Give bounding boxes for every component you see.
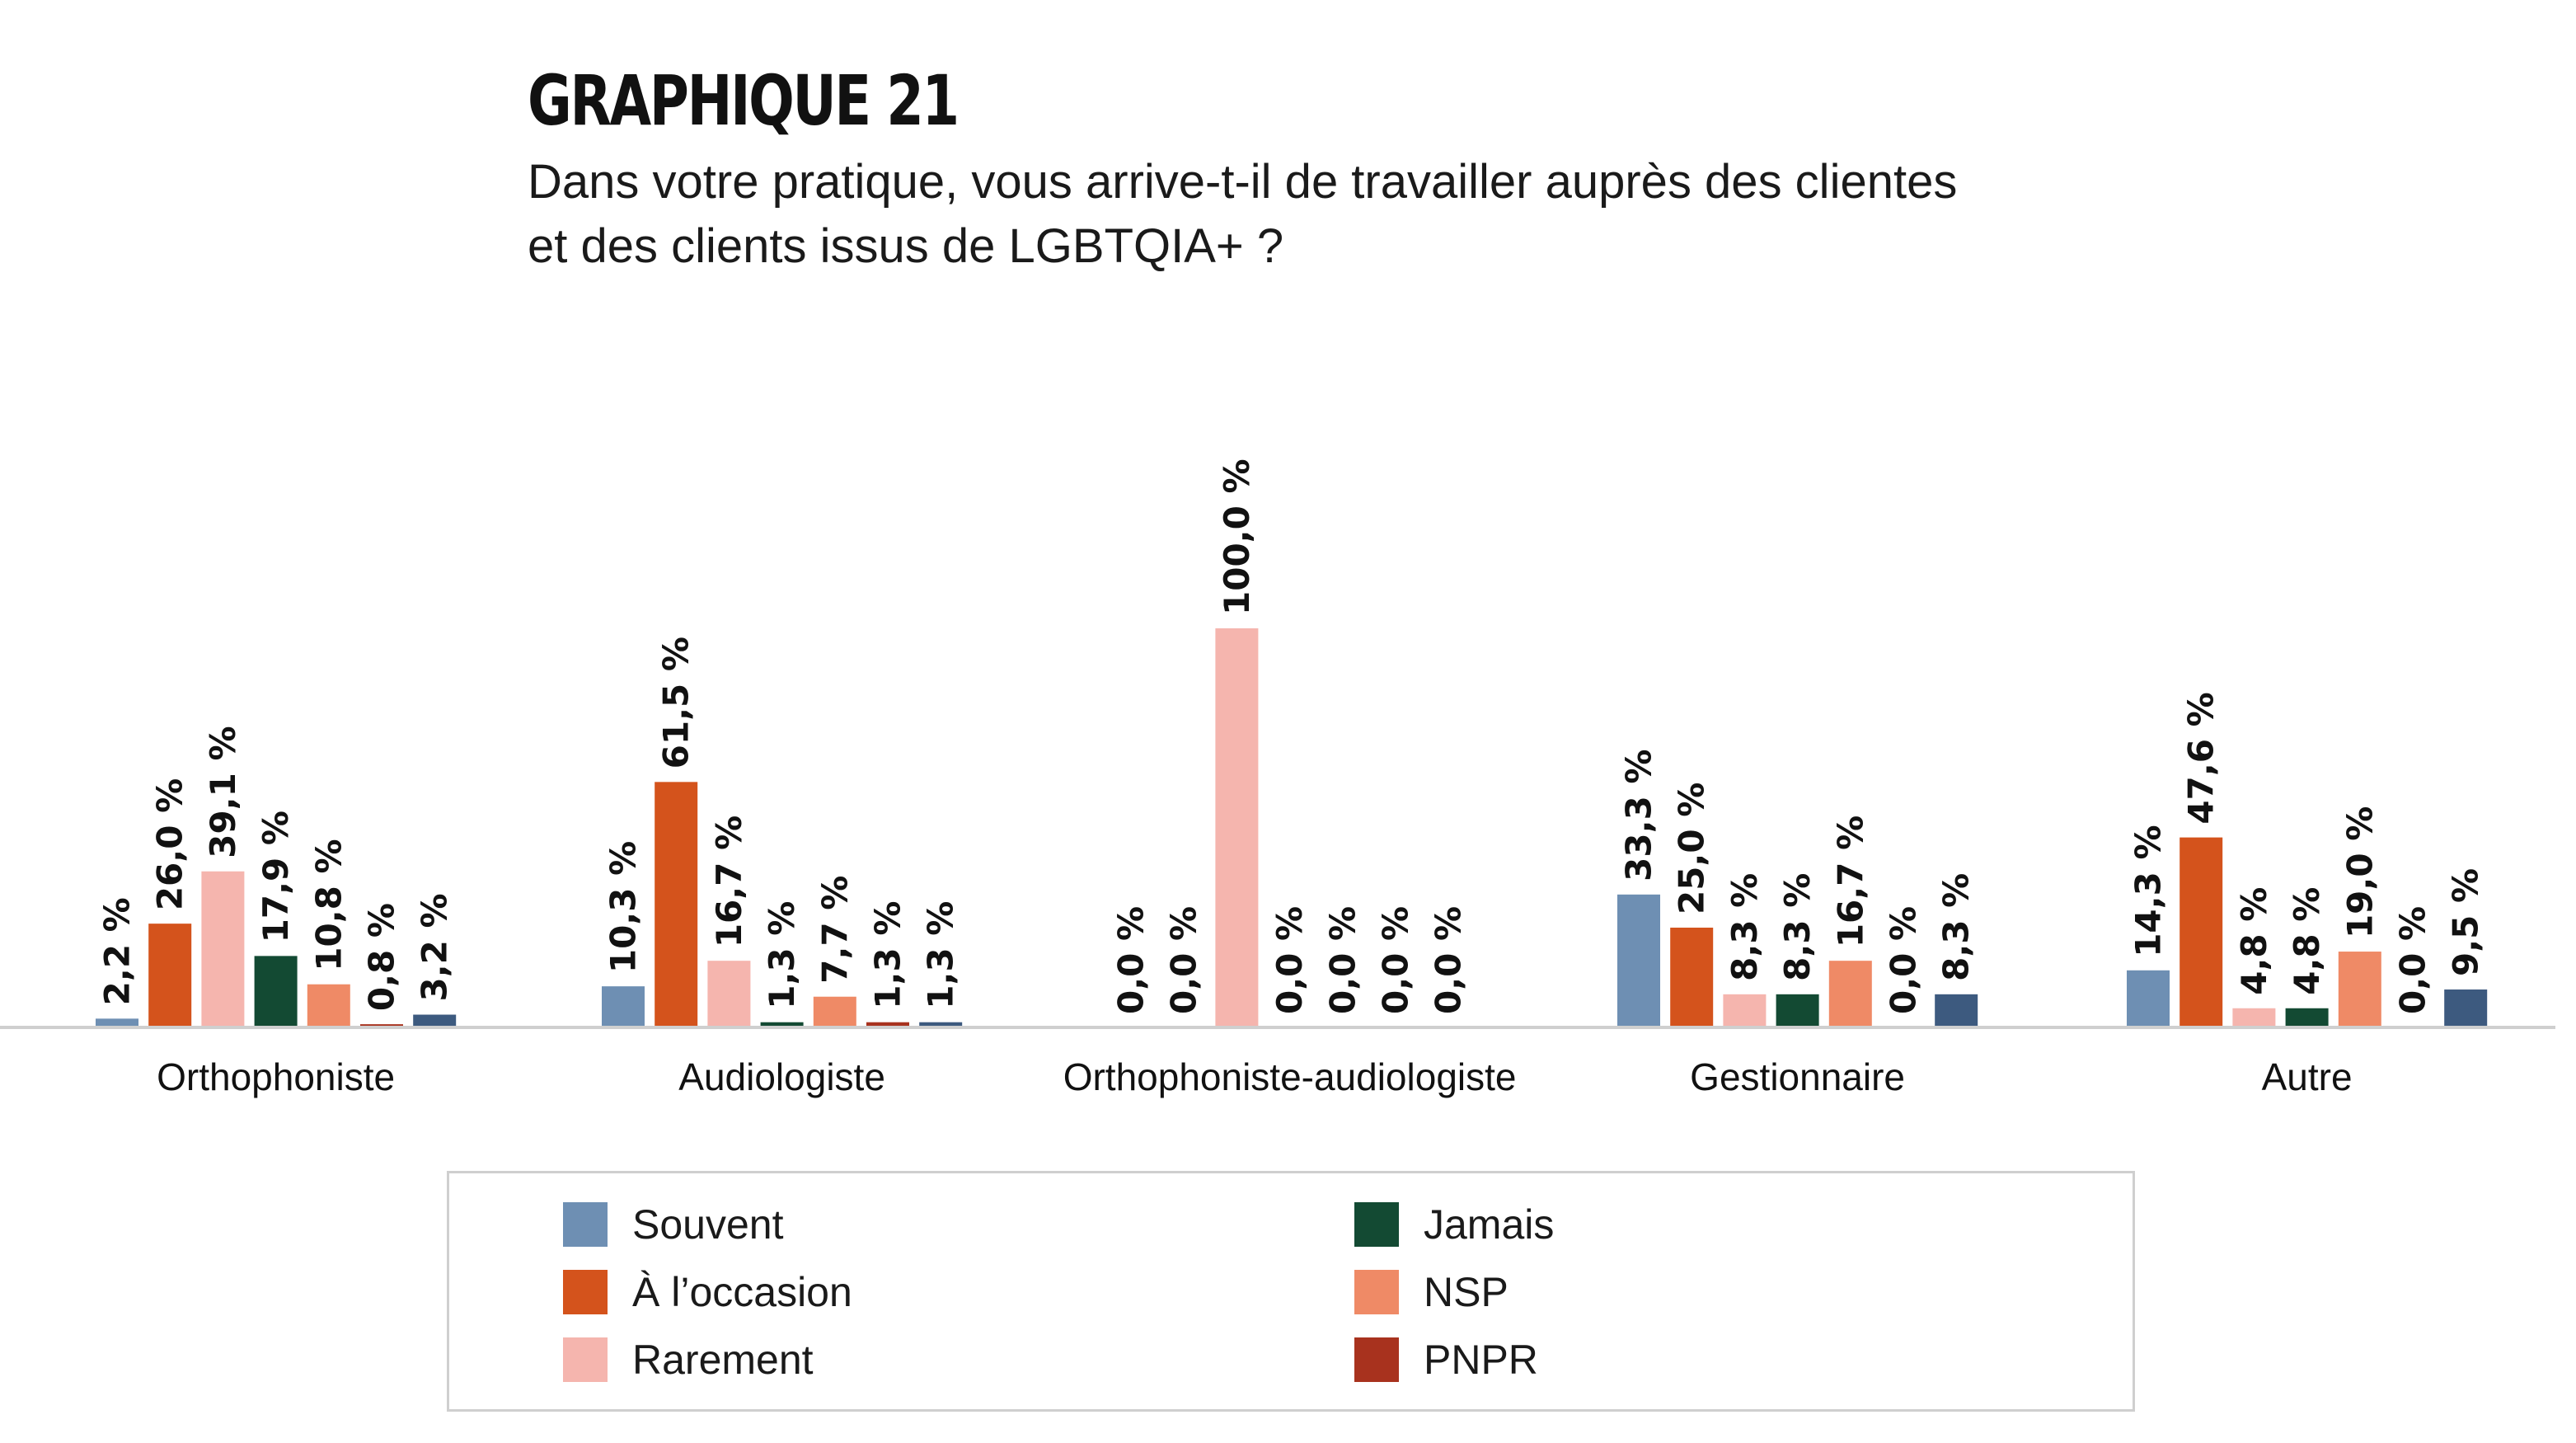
legend-item-jamais: Jamais	[1354, 1200, 1554, 1249]
bar-souvent	[96, 1018, 138, 1027]
bar-jamais	[2285, 1008, 2329, 1027]
bar-a-l-occasion	[148, 924, 192, 1027]
value-label: 0,0 %	[1111, 906, 1152, 1014]
value-label: 3,2 %	[415, 893, 455, 1001]
value-label: 4,8 %	[2234, 887, 2274, 995]
value-label: 16,7 %	[709, 816, 749, 947]
value-label: 0,0 %	[1164, 906, 1204, 1014]
category-label-group: Orthophoniste Audiologiste Orthophoniste-a…	[157, 1055, 2352, 1098]
bar-nsp	[2338, 952, 2381, 1027]
legend-swatch-jamais	[1354, 1202, 1399, 1247]
value-label: 0,0 %	[1884, 906, 1924, 1014]
bar-rarement	[1215, 628, 1259, 1027]
value-label: 33,3 %	[1619, 749, 1659, 881]
legend-item-souvent: Souvent	[563, 1200, 783, 1249]
legend-label: Jamais	[1424, 1201, 1555, 1248]
bar-group	[96, 628, 2488, 1027]
bar-souvent	[602, 986, 645, 1027]
legend-item-rarement: Rarement	[563, 1335, 814, 1384]
legend-swatch-nsp	[1354, 1270, 1399, 1314]
value-label: 1,3 %	[921, 901, 961, 1009]
bar-souvent	[1617, 894, 1660, 1027]
bar-jamais	[1776, 994, 1819, 1027]
value-label: 2,2 %	[97, 897, 138, 1005]
value-label: 10,8 %	[308, 839, 349, 971]
value-label: 0,0 %	[1376, 906, 1416, 1014]
value-label: 26,0 %	[150, 778, 190, 910]
legend-label: NSP	[1424, 1269, 1509, 1315]
value-label: 4,8 %	[2287, 887, 2327, 995]
value-label: 47,6 %	[2181, 692, 2222, 824]
bar-jamais	[760, 1022, 804, 1027]
value-label: 7,7 %	[814, 876, 855, 984]
chart-subtitle: Dans votre pratique, vous arrive-t-il de…	[528, 155, 1958, 273]
value-label: 10,3 %	[603, 841, 644, 973]
value-label: 14,3 %	[2128, 825, 2169, 957]
value-label: 9,5 %	[2446, 868, 2486, 976]
legend-label: Rarement	[632, 1337, 814, 1383]
category-label: Autre	[2262, 1055, 2353, 1098]
legend-swatch-occasion	[563, 1270, 608, 1314]
value-label: 61,5 %	[656, 637, 697, 769]
bar-nsp	[813, 996, 856, 1027]
bar-other	[1935, 994, 1978, 1027]
legend-item-pnpr: PNPR	[1354, 1335, 1538, 1384]
bar-souvent	[2127, 970, 2170, 1027]
value-label: 39,1 %	[203, 726, 243, 858]
value-label: 0,8 %	[362, 903, 402, 1011]
value-label: 25,0 %	[1672, 783, 1712, 914]
value-label: 8,3 %	[1936, 873, 1977, 981]
legend-label: PNPR	[1424, 1337, 1538, 1383]
bar-jamais	[254, 956, 298, 1027]
value-label: 17,9 %	[256, 811, 296, 942]
category-label: Orthophoniste-audiologiste	[1063, 1055, 1517, 1098]
bar-rarement	[1723, 994, 1767, 1027]
value-label: 0,0 %	[1322, 906, 1363, 1014]
value-label-group: 2,2 % 26,0 % 39,1 % 17,9 % 10,8 % 0,8 % 3,2 % 1…	[97, 458, 2486, 1014]
bar-other	[2444, 989, 2488, 1027]
legend-label: Souvent	[632, 1201, 784, 1248]
chart-title: GRAPHIQUE 21	[528, 60, 960, 141]
value-label: 8,3 %	[1724, 873, 1765, 981]
bar-nsp	[307, 984, 350, 1027]
bar-a-l-occasion	[1670, 928, 1714, 1027]
legend: Souvent À l’occasion Rarement Jamais NSP…	[447, 1171, 2135, 1412]
category-label: Audiologiste	[678, 1055, 885, 1098]
value-label: 16,7 %	[1830, 816, 1870, 947]
bar-nsp	[1828, 961, 1872, 1027]
legend-swatch-rarement	[563, 1337, 608, 1382]
legend-item-occasion: À l’occasion	[563, 1267, 852, 1317]
title-block: GRAPHIQUE 21 Dans votre pratique, vous a…	[528, 66, 2176, 279]
value-label: 0,0 %	[1269, 906, 1310, 1014]
value-label: 19,0 %	[2339, 806, 2380, 938]
value-label: 100,0 %	[1217, 458, 1257, 615]
value-label: 1,3 %	[762, 901, 802, 1009]
category-label: Orthophoniste	[157, 1055, 395, 1098]
value-label: 1,3 %	[868, 901, 908, 1009]
bar-other	[919, 1022, 963, 1027]
bar-rarement	[2232, 1008, 2276, 1027]
category-label: Gestionnaire	[1690, 1055, 1905, 1098]
legend-swatch-pnpr	[1354, 1337, 1399, 1382]
bar-rarement	[707, 961, 751, 1027]
legend-label: À l’occasion	[632, 1269, 852, 1315]
legend-swatch-souvent	[563, 1202, 608, 1247]
value-label: 0,0 %	[1429, 906, 1469, 1014]
legend-item-nsp: NSP	[1354, 1267, 1509, 1317]
value-label: 8,3 %	[1777, 873, 1818, 981]
value-label: 0,0 %	[2393, 906, 2433, 1014]
bar-pnpr	[866, 1022, 909, 1027]
bar-a-l-occasion	[655, 782, 698, 1027]
bar-rarement	[201, 871, 245, 1027]
bar-other	[413, 1014, 457, 1027]
bar-a-l-occasion	[2180, 837, 2223, 1027]
bar-chart: 2,2 % 26,0 % 39,1 % 17,9 % 10,8 % 0,8 % 3,2 % 1…	[0, 458, 2555, 1098]
